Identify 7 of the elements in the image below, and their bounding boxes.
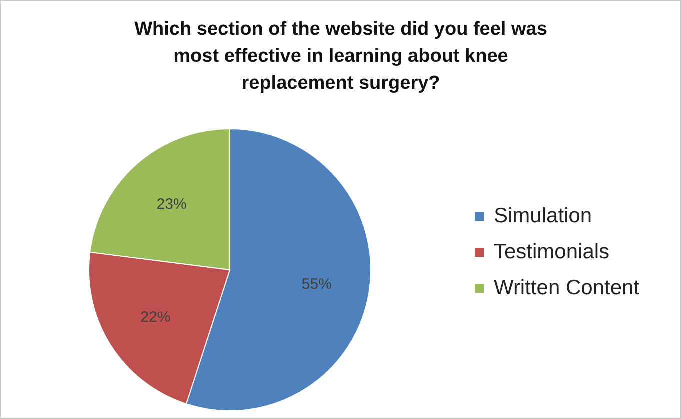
legend-label: Simulation [494,204,592,228]
chart-title: Which section of the website did you feel was most effective in learning about knee replacement surgery? [134,19,548,94]
data-label: 23% [156,196,187,213]
legend-label: Testimonials [494,240,610,264]
data-label: 55% [302,276,332,293]
data-label: 22% [140,309,171,326]
legend-label: Written Content [494,276,640,300]
